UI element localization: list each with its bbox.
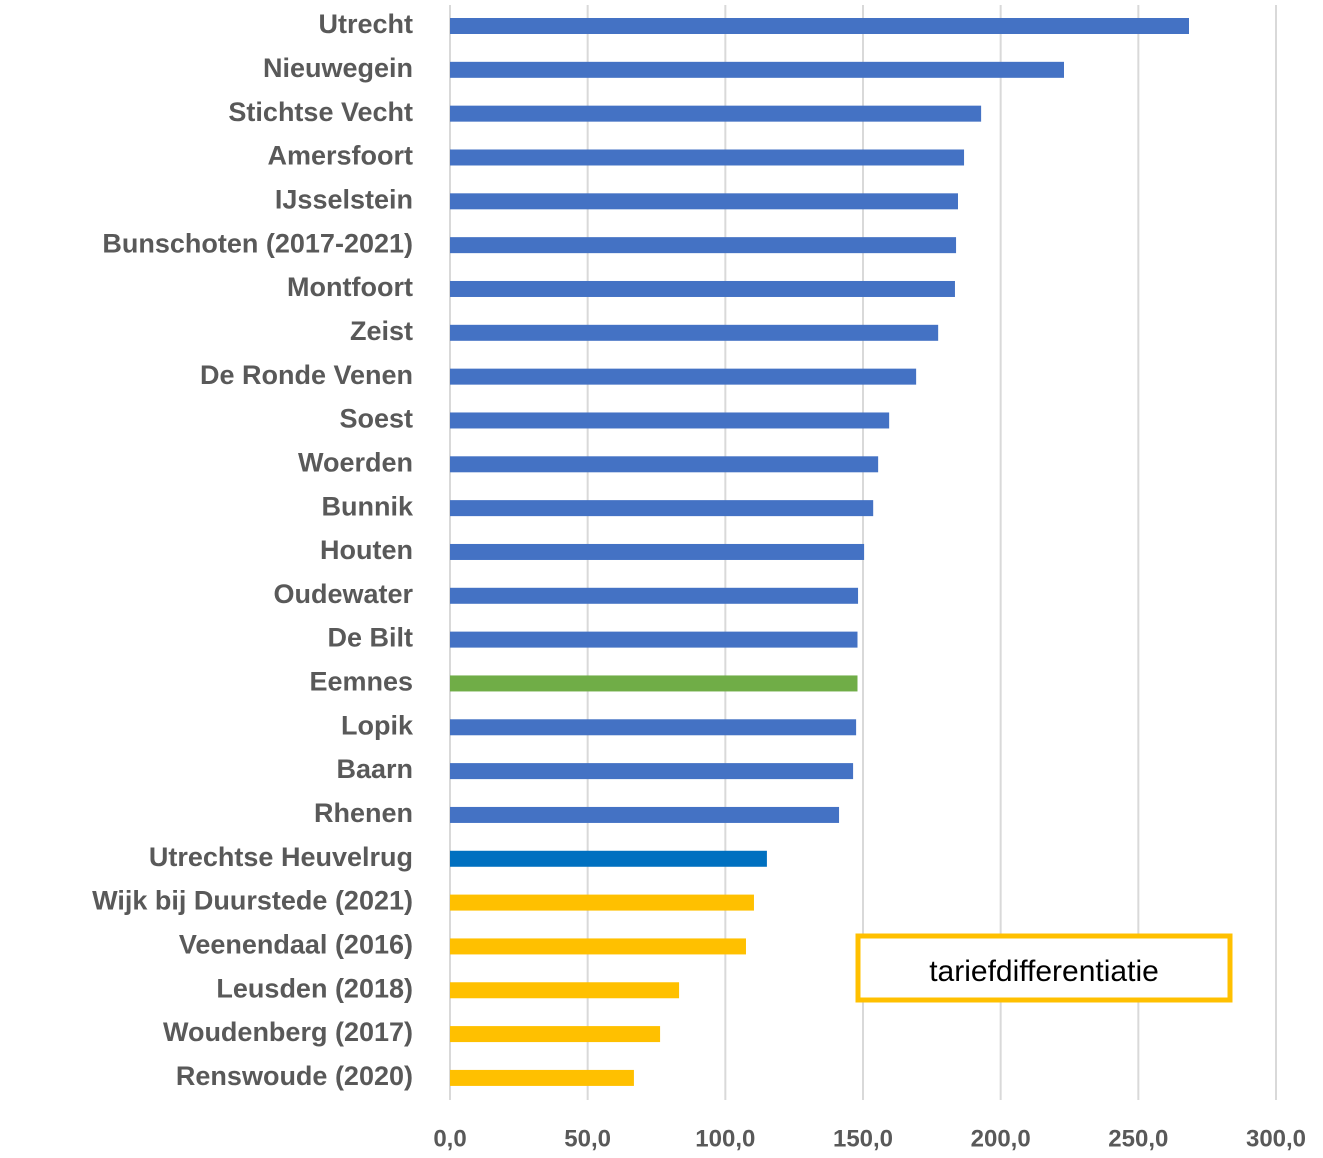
- bar: [450, 543, 865, 560]
- y-tick-label: Woudenberg (2017): [163, 1017, 413, 1047]
- y-tick-label: Utrecht: [318, 9, 413, 39]
- x-tick-label: 300,0: [1246, 1125, 1306, 1152]
- x-tick-label: 50,0: [564, 1125, 611, 1152]
- bar: [450, 806, 840, 823]
- x-tick-label: 200,0: [971, 1125, 1031, 1152]
- bar: [450, 61, 1064, 78]
- bar: [450, 500, 874, 517]
- y-tick-label: Amersfoort: [267, 141, 413, 171]
- y-tick-label: Lopik: [341, 710, 414, 740]
- annotation: tariefdifferentiatie: [929, 955, 1159, 988]
- bar: [450, 587, 859, 604]
- bar: [450, 412, 890, 429]
- y-tick-label: IJsselstein: [275, 184, 413, 214]
- y-tick-label: Baarn: [336, 754, 413, 784]
- y-tick-label: Soest: [339, 404, 413, 434]
- y-tick-label: Woerden: [298, 447, 413, 477]
- bar: [450, 894, 754, 911]
- y-tick-label: Utrechtse Heuvelrug: [149, 842, 413, 872]
- bar: [450, 675, 858, 692]
- bar: [450, 938, 746, 955]
- x-tick-label: 0,0: [433, 1125, 466, 1152]
- y-tick-label: Stichtse Vecht: [228, 97, 413, 127]
- bar: [450, 237, 957, 254]
- y-tick-label: Montfoort: [287, 272, 413, 302]
- bar: [450, 982, 680, 999]
- bar: [450, 719, 857, 736]
- bar: [450, 850, 767, 867]
- y-tick-label: Eemnes: [309, 667, 413, 697]
- y-tick-label: Nieuwegein: [263, 53, 413, 83]
- bar: [450, 324, 939, 341]
- y-tick-label: Wijk bij Duurstede (2021): [92, 886, 413, 916]
- y-tick-label: Oudewater: [273, 579, 413, 609]
- y-tick-label: De Ronde Venen: [200, 360, 413, 390]
- bar: [450, 149, 965, 166]
- bar: [450, 763, 854, 780]
- bar: [450, 280, 955, 297]
- x-tick-label: 100,0: [695, 1125, 755, 1152]
- x-tick-label: 250,0: [1108, 1125, 1168, 1152]
- y-tick-label: Houten: [320, 535, 413, 565]
- bar: [450, 1069, 634, 1086]
- y-tick-label: Bunnik: [322, 491, 414, 521]
- y-tick-label: Veenendaal (2016): [179, 930, 413, 960]
- bar: [450, 631, 858, 648]
- bar: [450, 456, 879, 473]
- bar: [450, 1026, 661, 1043]
- y-tick-label: Rhenen: [314, 798, 413, 828]
- x-tick-label: 150,0: [833, 1125, 893, 1152]
- y-tick-label: Bunschoten (2017-2021): [102, 228, 413, 258]
- annotation-box: [855, 933, 1233, 1003]
- y-tick-label: Renswoude (2020): [176, 1061, 413, 1091]
- y-tick-label: Zeist: [350, 316, 413, 346]
- y-tick-label: De Bilt: [327, 623, 413, 653]
- bar: [450, 105, 982, 122]
- bar: [450, 368, 917, 385]
- bar: [450, 18, 1189, 34]
- bar: [450, 193, 958, 210]
- y-tick-label: Leusden (2018): [216, 973, 413, 1003]
